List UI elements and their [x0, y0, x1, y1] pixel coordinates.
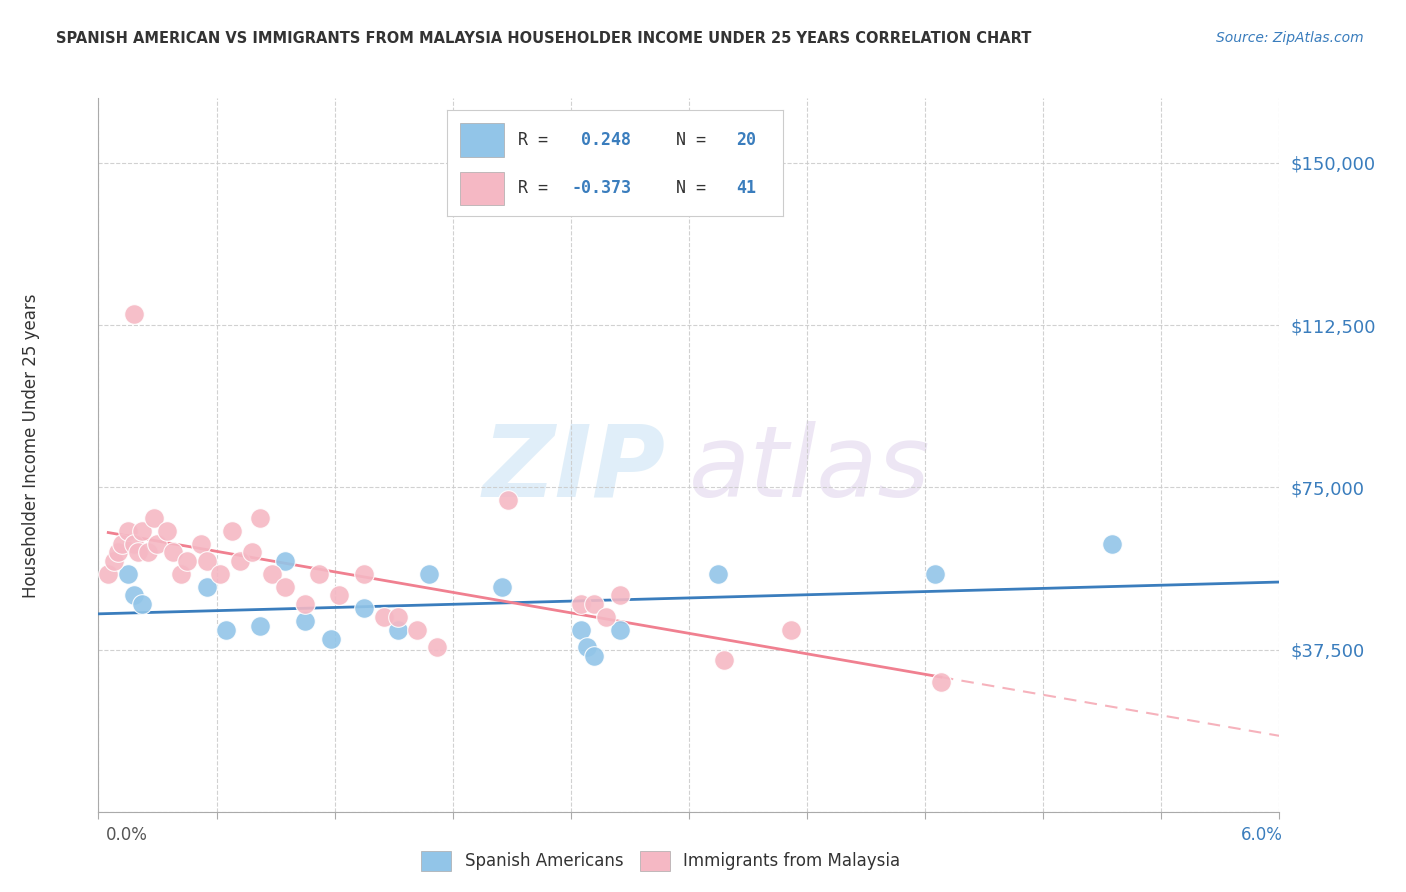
- Point: [195, 554, 218, 568]
- Point: [924, 566, 946, 581]
- Point: [929, 675, 952, 690]
- Point: [387, 610, 409, 624]
- Point: [583, 648, 606, 663]
- Point: [294, 615, 316, 629]
- Point: [209, 566, 232, 581]
- Point: [249, 619, 271, 633]
- Point: [387, 623, 409, 637]
- Point: [176, 554, 198, 568]
- Point: [609, 623, 631, 637]
- Point: [190, 536, 212, 550]
- Point: [103, 554, 125, 568]
- Point: [117, 566, 139, 581]
- Point: [156, 524, 179, 538]
- Point: [353, 601, 375, 615]
- Point: [146, 536, 169, 550]
- Point: [609, 589, 631, 603]
- Point: [373, 610, 395, 624]
- Text: 0.0%: 0.0%: [105, 826, 148, 844]
- Point: [328, 589, 350, 603]
- Point: [131, 597, 153, 611]
- Text: 6.0%: 6.0%: [1240, 826, 1282, 844]
- Point: [496, 493, 519, 508]
- Point: [122, 307, 145, 321]
- Point: [221, 524, 243, 538]
- Point: [294, 597, 316, 611]
- Point: [97, 566, 120, 581]
- Point: [491, 580, 513, 594]
- Point: [111, 536, 134, 550]
- Point: [569, 597, 592, 611]
- Point: [122, 536, 145, 550]
- Text: atlas: atlas: [689, 421, 931, 517]
- Point: [418, 566, 440, 581]
- Point: [170, 566, 193, 581]
- Point: [240, 545, 263, 559]
- Point: [229, 554, 252, 568]
- Point: [406, 623, 429, 637]
- Point: [127, 545, 149, 559]
- Point: [569, 623, 592, 637]
- Point: [575, 640, 598, 655]
- Point: [319, 632, 342, 646]
- Point: [215, 623, 238, 637]
- Point: [136, 545, 159, 559]
- Point: [195, 580, 218, 594]
- Point: [122, 589, 145, 603]
- Point: [162, 545, 184, 559]
- Point: [713, 653, 735, 667]
- Point: [142, 510, 165, 524]
- Text: Source: ZipAtlas.com: Source: ZipAtlas.com: [1216, 31, 1364, 45]
- Point: [274, 580, 297, 594]
- Text: ZIP: ZIP: [482, 421, 665, 517]
- Point: [707, 566, 730, 581]
- Point: [249, 510, 271, 524]
- Point: [107, 545, 129, 559]
- Point: [131, 524, 153, 538]
- Point: [274, 554, 297, 568]
- Point: [308, 566, 330, 581]
- Text: Householder Income Under 25 years: Householder Income Under 25 years: [22, 293, 39, 599]
- Legend: Spanish Americans, Immigrants from Malaysia: Spanish Americans, Immigrants from Malay…: [413, 842, 908, 880]
- Point: [260, 566, 283, 581]
- Point: [426, 640, 449, 655]
- Point: [353, 566, 375, 581]
- Text: SPANISH AMERICAN VS IMMIGRANTS FROM MALAYSIA HOUSEHOLDER INCOME UNDER 25 YEARS C: SPANISH AMERICAN VS IMMIGRANTS FROM MALA…: [56, 31, 1032, 46]
- Point: [117, 524, 139, 538]
- Point: [780, 623, 803, 637]
- Point: [1101, 536, 1123, 550]
- Point: [583, 597, 606, 611]
- Point: [595, 610, 617, 624]
